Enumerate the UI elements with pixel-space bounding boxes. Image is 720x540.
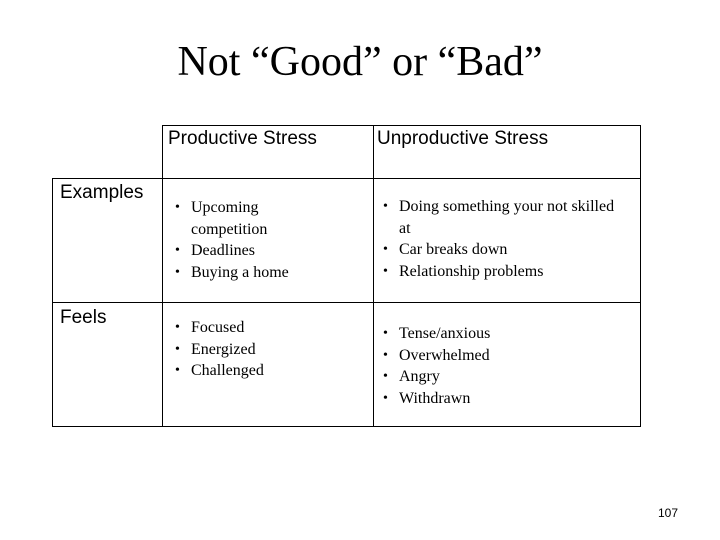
list-item: Car breaks down [380,239,620,261]
page-number: 107 [657,506,678,520]
table-bottom-border [52,426,641,427]
header-row-divider [52,178,641,179]
list-item: Overwhelmed [380,345,620,367]
list-item: Challenged [172,360,352,382]
slide-title: Not “Good” or “Bad” [177,39,543,85]
column-header-productive: Productive Stress [168,128,317,149]
row-header-feels: Feels [60,307,107,328]
feels-productive-list: Focused Energized Challenged [172,317,352,382]
table-left-border [52,178,53,427]
feels-unproductive-list: Tense/anxious Overwhelmed Angry Withdraw… [380,323,620,410]
list-item: Angry [380,366,620,388]
list-item: Relationship problems [380,261,620,283]
body-row-divider [52,302,641,303]
label-column-divider [162,125,163,427]
table-top-border [162,125,641,126]
list-item: Withdrawn [380,388,620,410]
list-item: Tense/anxious [380,323,620,345]
column-header-unproductive: Unproductive Stress [377,128,549,149]
list-item: Focused [172,317,352,339]
examples-unproductive-list: Doing something your not skilled at Car … [380,196,620,283]
list-item: Upcoming competition [172,197,312,240]
list-item: Buying a home [172,262,312,284]
list-item: Doing something your not skilled at [380,196,620,239]
list-item: Energized [172,339,352,361]
examples-productive-list: Upcoming competition Deadlines Buying a … [172,197,312,284]
row-header-examples: Examples [60,182,144,203]
middle-column-divider [373,125,374,427]
table-right-border [640,125,641,427]
list-item: Deadlines [172,240,312,262]
